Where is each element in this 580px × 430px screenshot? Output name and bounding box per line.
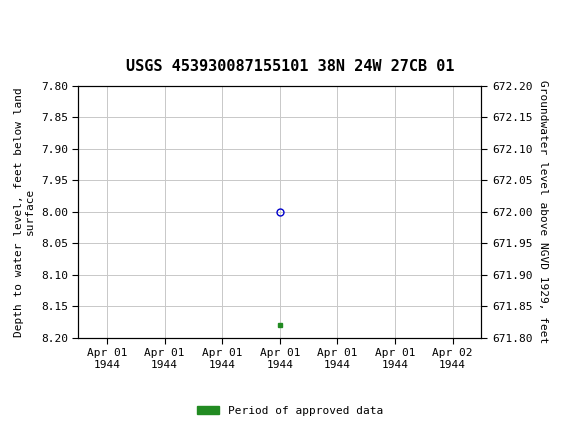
Text: ▒USGS: ▒USGS xyxy=(14,13,69,34)
Text: USGS 453930087155101 38N 24W 27CB 01: USGS 453930087155101 38N 24W 27CB 01 xyxy=(126,59,454,74)
Y-axis label: Depth to water level, feet below land
surface: Depth to water level, feet below land su… xyxy=(14,87,35,337)
Y-axis label: Groundwater level above NGVD 1929, feet: Groundwater level above NGVD 1929, feet xyxy=(538,80,548,344)
Legend: Period of approved data: Period of approved data xyxy=(193,401,387,420)
